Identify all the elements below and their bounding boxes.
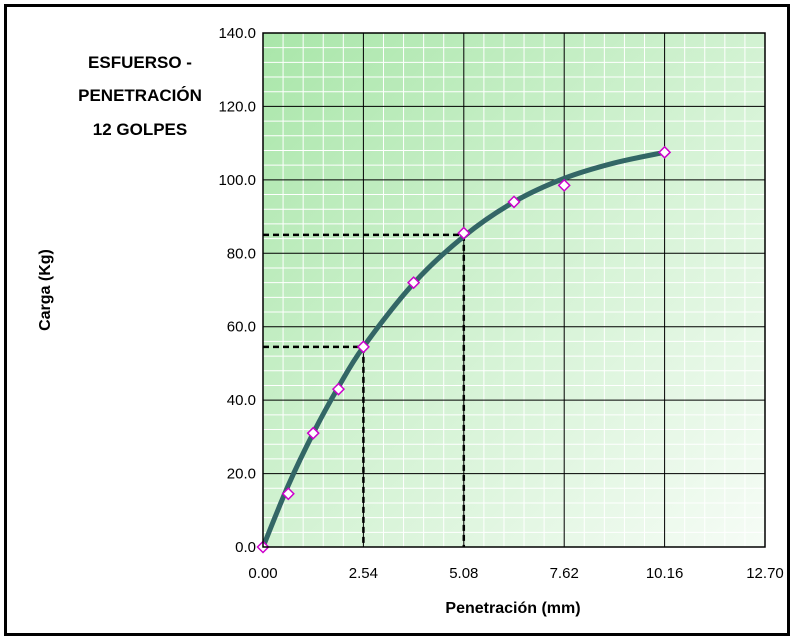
plot-area: [263, 33, 765, 547]
x-tick-label: 2.54: [349, 565, 378, 582]
x-tick-label: 5.08: [449, 565, 478, 582]
reference-lines: [263, 233, 466, 547]
y-tick-label: 0.0: [235, 539, 256, 556]
y-axis-title: Carga (Kg): [37, 249, 54, 331]
y-tick-labels: 0.0 20.0 40.0 60.0 80.0 100.0 120.0 140.0: [218, 25, 256, 556]
data-point: [507, 195, 521, 209]
chart-title-line-3: 12 GOLPES: [93, 120, 187, 139]
x-tick-label: 7.62: [550, 565, 579, 582]
x-tick-label: 10.16: [646, 565, 684, 582]
y-tick-label: 40.0: [227, 392, 256, 409]
data-point: [557, 178, 571, 192]
minor-grid: [263, 33, 765, 547]
x-tick-label: 0.00: [248, 565, 277, 582]
plot-border: [262, 32, 766, 548]
chart-title-line-2: PENETRACIÓN: [78, 86, 202, 105]
chart-title-line-1: ESFUERSO -: [88, 53, 192, 72]
y-tick-label: 120.0: [218, 98, 256, 115]
y-tick-label: 20.0: [227, 466, 256, 483]
data-point: [356, 340, 370, 354]
y-tick-label: 60.0: [227, 319, 256, 336]
data-point: [457, 226, 471, 240]
data-point: [658, 145, 672, 159]
x-tick-label: 12.70: [746, 565, 784, 582]
y-tick-label: 100.0: [218, 172, 256, 189]
data-point: [281, 487, 295, 501]
y-tick-label: 80.0: [227, 245, 256, 262]
major-grid: [263, 33, 765, 547]
data-point: [306, 426, 320, 440]
x-tick-labels: 0.00 2.54 5.08 7.62 10.16 12.70: [248, 565, 783, 582]
data-point: [331, 382, 346, 396]
data-point: [407, 276, 421, 290]
x-axis-title: Penetración (mm): [445, 600, 580, 617]
data-points: [256, 145, 672, 554]
y-tick-label: 140.0: [218, 25, 256, 42]
